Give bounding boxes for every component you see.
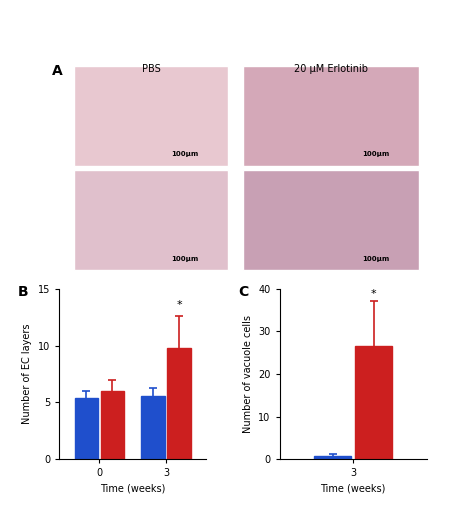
FancyBboxPatch shape [243, 170, 419, 270]
FancyBboxPatch shape [74, 170, 228, 270]
Bar [100, 391, 124, 459]
Text: 100μm: 100μm [363, 151, 390, 157]
Text: 20 μM Erlotinib: 20 μM Erlotinib [294, 64, 368, 74]
Text: C: C [238, 285, 249, 299]
FancyBboxPatch shape [243, 66, 419, 166]
Text: *: * [176, 300, 182, 310]
Text: A: A [52, 64, 63, 78]
Text: PBS: PBS [142, 64, 161, 74]
FancyBboxPatch shape [74, 66, 228, 166]
Text: 100μm: 100μm [172, 255, 199, 262]
Text: 100μm: 100μm [363, 255, 390, 262]
X-axis label: Time (weeks): Time (weeks) [320, 484, 386, 494]
Bar [167, 348, 191, 459]
Text: 100μm: 100μm [172, 151, 199, 157]
Bar [141, 396, 165, 459]
Bar [74, 398, 98, 459]
Bar [355, 346, 392, 459]
Text: *: * [371, 289, 376, 299]
Bar [314, 456, 351, 459]
Y-axis label: Number of vacuole cells: Number of vacuole cells [243, 315, 253, 433]
Y-axis label: Number of EC layers: Number of EC layers [22, 324, 32, 424]
Text: B: B [18, 285, 29, 299]
X-axis label: Time (weeks): Time (weeks) [100, 484, 165, 494]
